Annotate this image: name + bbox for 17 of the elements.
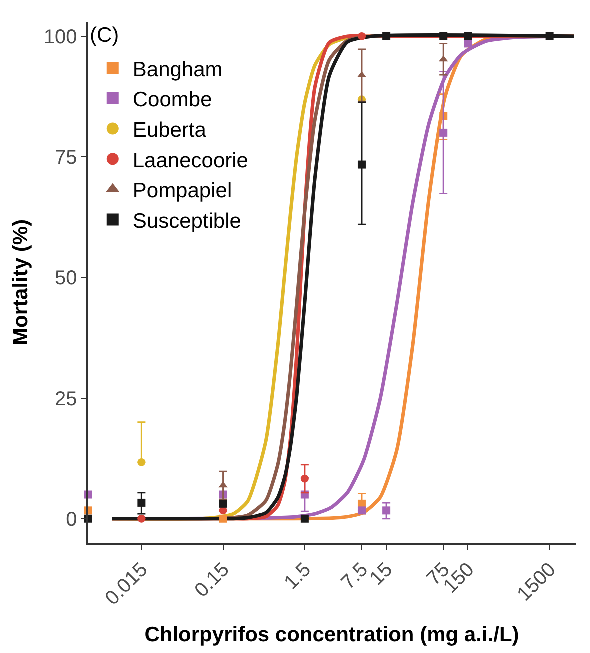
legend-label: Pompapiel [132, 180, 232, 203]
x-tick-label: 1.5 [280, 558, 316, 594]
legend-label: Laanecoorie [132, 149, 248, 172]
y-tick-label: 50 [55, 268, 78, 290]
legend-label: Coombe [132, 88, 212, 112]
legend-label: Susceptible [132, 210, 242, 233]
legend-label: Bangham [132, 58, 223, 82]
y-tick-label: 100 [44, 26, 78, 48]
annotation: (C) [90, 24, 120, 47]
y-tick-label: 75 [55, 147, 78, 170]
x-axis-title: Chlorpyrifos concentration (mg a.i./L) [144, 623, 520, 646]
y-tick-label: 0 [66, 508, 78, 531]
y-axis-title: Mortality (%) [10, 220, 33, 346]
x-tick-label: 0.15 [190, 558, 234, 602]
x-tick-label: 15 [366, 558, 398, 590]
legend-label: Euberta [132, 118, 207, 142]
y-tick-label: 25 [55, 388, 78, 410]
